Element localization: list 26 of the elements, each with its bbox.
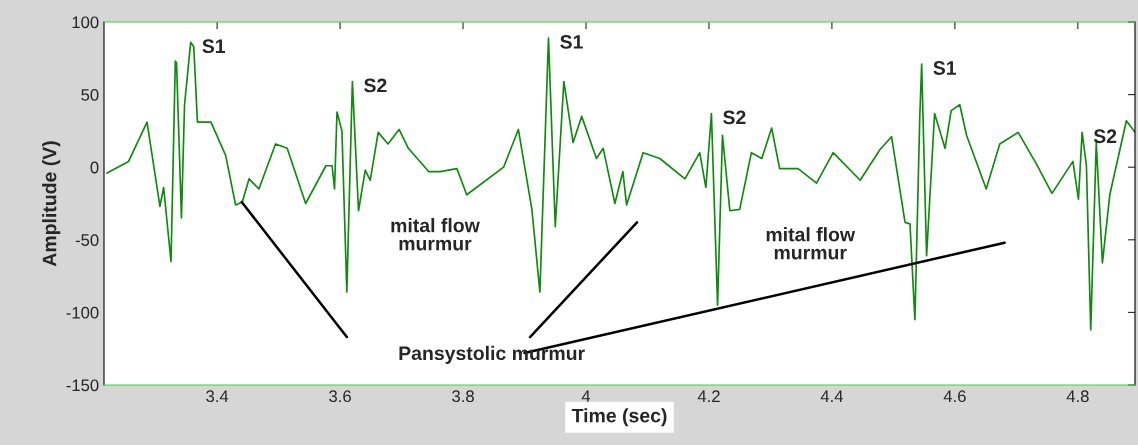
x-tick-label: 4.2 xyxy=(697,390,720,402)
annotation: S2 xyxy=(723,110,746,125)
annotation: mital flow murmur xyxy=(766,227,856,260)
annotation: Pansystolic murmur xyxy=(399,345,585,364)
x-tick-label: 4.8 xyxy=(1066,390,1089,403)
y-tick-label: 50 xyxy=(81,89,99,101)
x-tick-label: 3.8 xyxy=(452,390,474,403)
y-axis-title: Amplitude (V) xyxy=(42,141,61,267)
annotation: S1 xyxy=(202,39,226,54)
annotation: mital flow murmur xyxy=(391,218,480,251)
y-tick-label: -50 xyxy=(75,234,99,246)
y-tick-label: -100 xyxy=(66,306,99,319)
y-tick-label: -150 xyxy=(66,379,99,392)
annotation: S1 xyxy=(560,34,583,49)
x-tick-label: 4.6 xyxy=(943,390,966,403)
annotation: S2 xyxy=(1093,129,1117,144)
annotation: S1 xyxy=(933,61,957,75)
x-tick-label: 3.4 xyxy=(206,390,229,403)
annotation: S2 xyxy=(364,78,387,93)
x-tick-label: 4.4 xyxy=(820,390,844,402)
x-tick-label: 4 xyxy=(581,390,591,402)
x-tick-label: 3.6 xyxy=(329,390,351,403)
line-series xyxy=(106,37,1135,331)
x-axis-title: Time (sec) xyxy=(571,408,667,427)
y-tick-label: 100 xyxy=(72,16,99,29)
y-tick-label: 0 xyxy=(90,161,99,174)
